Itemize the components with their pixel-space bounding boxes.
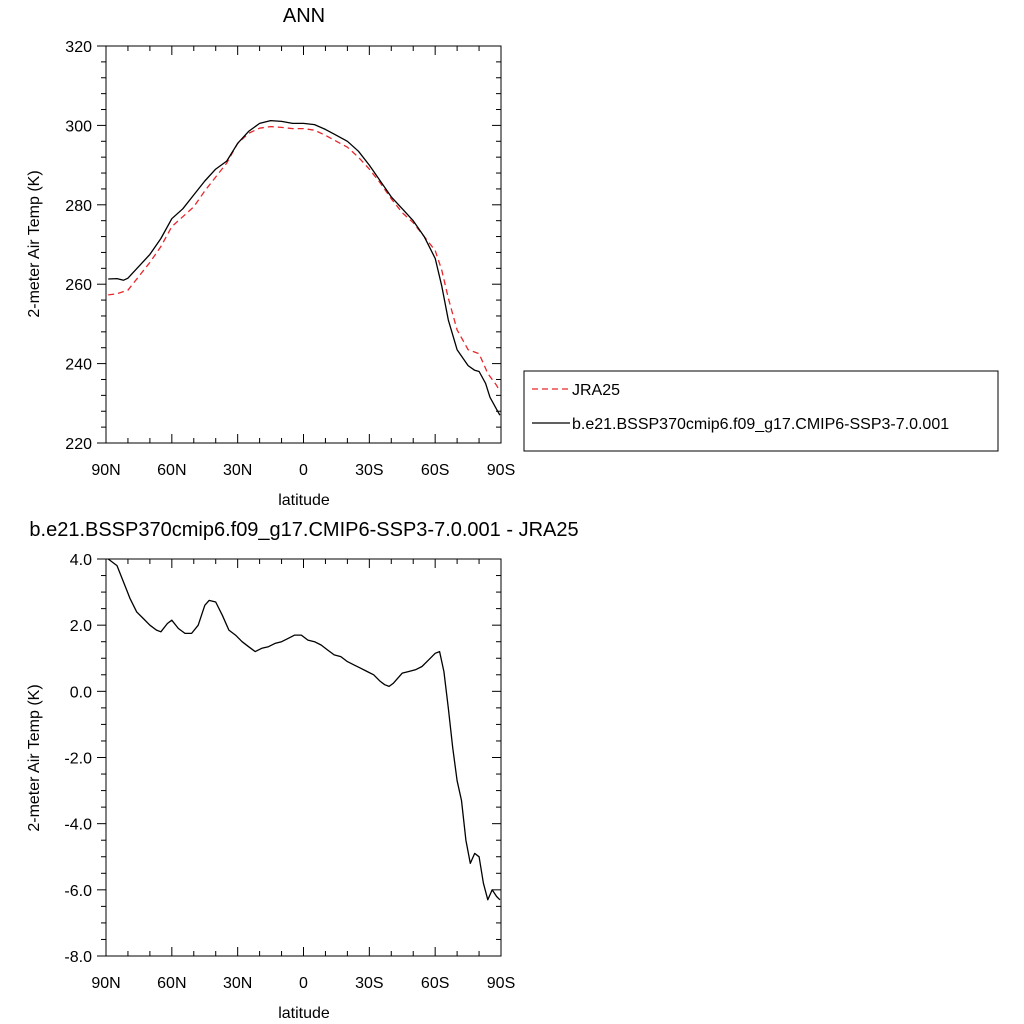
x-tick-label: 60S (421, 975, 449, 992)
x-tick-label: 90S (487, 975, 515, 992)
y-tick-label: 300 (65, 118, 92, 135)
top-panel: ANN 90N 60N 30N 0 30S 60S 90S 220 240 260 280 300 32… (26, 5, 515, 509)
y-tick-label: -6.0 (64, 883, 92, 900)
y-tick-label: 320 (65, 39, 92, 56)
y-tick-label: 0.0 (70, 684, 92, 701)
legend-label-model: b.e21.BSSP370cmip6.f09_g17.CMIP6-SSP3-7.… (572, 416, 949, 433)
x-tick-label: 60N (157, 975, 186, 992)
x-tick-label: 60N (157, 462, 186, 479)
top-plot-frame (105, 45, 502, 444)
bottom-y-axis-label: 2-meter Air Temp (K) (26, 684, 43, 831)
legend: JRA25 b.e21.BSSP370cmip6.f09_g17.CMIP6-S… (523, 370, 999, 452)
y-tick-label: -4.0 (64, 817, 92, 834)
x-tick-label: 90N (91, 975, 120, 992)
y-tick-label: 240 (65, 357, 92, 374)
legend-label-jra25: JRA25 (572, 382, 620, 399)
bottom-plot-frame (105, 558, 502, 957)
x-tick-label: 30S (355, 975, 383, 992)
bottom-panel: b.e21.BSSP370cmip6.f09_g17.CMIP6-SSP3-7.… (26, 519, 579, 1022)
bottom-chart-title: b.e21.BSSP370cmip6.f09_g17.CMIP6-SSP3-7.… (29, 519, 578, 541)
x-tick-label: 0 (299, 462, 308, 479)
x-tick-label: 90S (487, 462, 515, 479)
x-tick-label: 90N (91, 462, 120, 479)
y-tick-label: -2.0 (64, 751, 92, 768)
y-tick-label: 4.0 (70, 552, 92, 569)
x-tick-label: 30S (355, 462, 383, 479)
series-line-difference (107, 558, 501, 901)
y-tick-label: 220 (65, 436, 92, 453)
x-tick-label: 30N (223, 975, 252, 992)
x-tick-label: 60S (421, 462, 449, 479)
top-axes: 90N 60N 30N 0 30S 60S 90S 220 240 260 280 300 320 (65, 39, 515, 479)
top-chart-title: ANN (283, 5, 325, 27)
series-line-b-e21-bssp370cmip6-f09-g17-cmip6-ssp3-7-0-001 (108, 119, 501, 416)
y-tick-label: 280 (65, 198, 92, 215)
bottom-x-axis-label: latitude (278, 1005, 330, 1022)
bottom-axes: 90N 60N 30N 0 30S 60S 90S -8.0 -6.0 -4.0 -2.0 0.0 2.… (64, 552, 515, 992)
y-tick-label: 260 (65, 277, 92, 294)
x-tick-label: 30N (223, 462, 252, 479)
legend-box (523, 370, 999, 452)
top-y-axis-label: 2-meter Air Temp (K) (26, 170, 43, 317)
series-line-jra25 (108, 125, 501, 392)
y-tick-label: 2.0 (70, 618, 92, 635)
x-tick-label: 0 (299, 975, 308, 992)
top-x-axis-label: latitude (278, 492, 330, 509)
y-tick-label: -8.0 (64, 949, 92, 966)
top-plot-lines (108, 119, 501, 416)
bottom-plot-lines (107, 558, 501, 901)
